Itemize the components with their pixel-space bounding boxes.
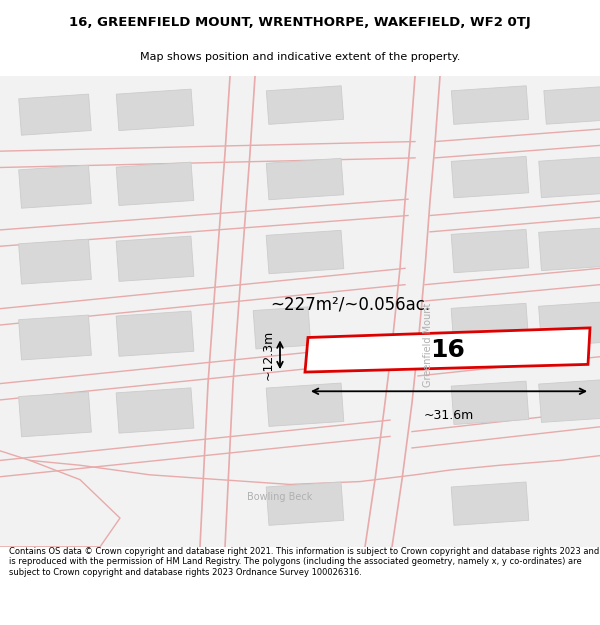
Polygon shape — [266, 231, 344, 274]
Polygon shape — [19, 392, 91, 437]
Polygon shape — [539, 302, 600, 346]
Text: 16, GREENFIELD MOUNT, WRENTHORPE, WAKEFIELD, WF2 0TJ: 16, GREENFIELD MOUNT, WRENTHORPE, WAKEFI… — [69, 16, 531, 29]
Polygon shape — [266, 86, 344, 124]
Polygon shape — [305, 328, 590, 372]
Polygon shape — [539, 228, 600, 271]
Polygon shape — [451, 156, 529, 198]
Polygon shape — [451, 482, 529, 526]
Text: Bowling Beck: Bowling Beck — [247, 492, 313, 502]
Text: Greenfield Mount: Greenfield Mount — [423, 303, 433, 388]
Polygon shape — [451, 381, 529, 424]
Text: Map shows position and indicative extent of the property.: Map shows position and indicative extent… — [140, 52, 460, 62]
Text: ~227m²/~0.056ac.: ~227m²/~0.056ac. — [270, 296, 430, 314]
Polygon shape — [451, 303, 529, 349]
Polygon shape — [19, 94, 91, 135]
Polygon shape — [253, 307, 311, 349]
Polygon shape — [544, 86, 600, 124]
Polygon shape — [539, 156, 600, 198]
Polygon shape — [116, 162, 194, 206]
Polygon shape — [19, 315, 91, 360]
Polygon shape — [19, 165, 91, 208]
Polygon shape — [116, 236, 194, 281]
Polygon shape — [116, 311, 194, 356]
Text: Contains OS data © Crown copyright and database right 2021. This information is : Contains OS data © Crown copyright and d… — [9, 547, 599, 577]
Text: ~12.3m: ~12.3m — [262, 329, 275, 380]
Text: ~31.6m: ~31.6m — [424, 409, 474, 422]
Polygon shape — [451, 86, 529, 124]
Polygon shape — [116, 388, 194, 433]
Polygon shape — [19, 239, 91, 284]
Polygon shape — [451, 229, 529, 272]
Text: 16: 16 — [430, 339, 465, 362]
Polygon shape — [266, 158, 344, 200]
Polygon shape — [539, 379, 600, 423]
Polygon shape — [266, 383, 344, 426]
Polygon shape — [116, 89, 194, 131]
Polygon shape — [266, 482, 344, 526]
